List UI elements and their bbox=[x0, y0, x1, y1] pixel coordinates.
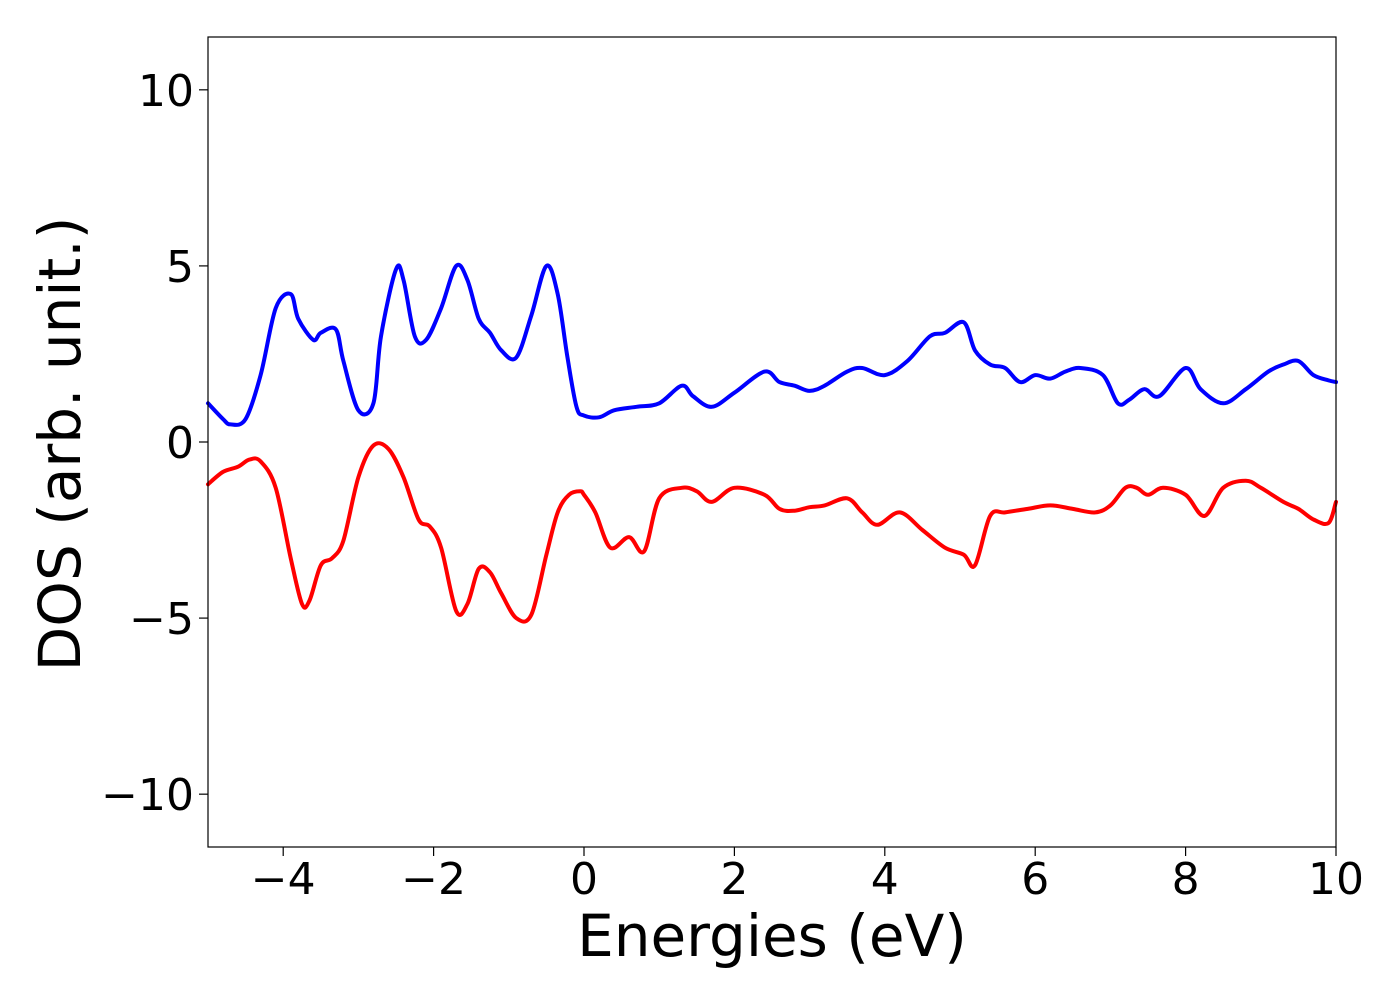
x-axis-label: Energies (eV) bbox=[577, 902, 967, 970]
y-tick-label: 5 bbox=[166, 242, 194, 293]
x-tick-label: 0 bbox=[570, 854, 598, 905]
y-tick-label: −5 bbox=[129, 594, 194, 645]
series-line-red bbox=[206, 441, 1338, 624]
y-axis-ticks: −10 −5 0 5 10 bbox=[101, 66, 208, 821]
series-layer bbox=[206, 262, 1338, 624]
y-tick-label: 10 bbox=[138, 66, 194, 117]
x-tick-label: 6 bbox=[1021, 854, 1049, 905]
x-tick-label: −4 bbox=[251, 854, 316, 905]
x-tick-label: 8 bbox=[1172, 854, 1200, 905]
x-tick-label: −2 bbox=[401, 854, 466, 905]
y-axis-label: DOS (arb. unit.) bbox=[26, 217, 94, 672]
x-tick-label: 10 bbox=[1308, 854, 1364, 905]
series-line-blue bbox=[206, 262, 1338, 427]
y-tick-label: 0 bbox=[166, 418, 194, 469]
x-axis-ticks: −4 −2 0 2 4 6 8 10 bbox=[251, 847, 1364, 905]
x-tick-label: 2 bbox=[720, 854, 748, 905]
x-tick-label: 4 bbox=[871, 854, 899, 905]
y-tick-label: −10 bbox=[101, 770, 194, 821]
